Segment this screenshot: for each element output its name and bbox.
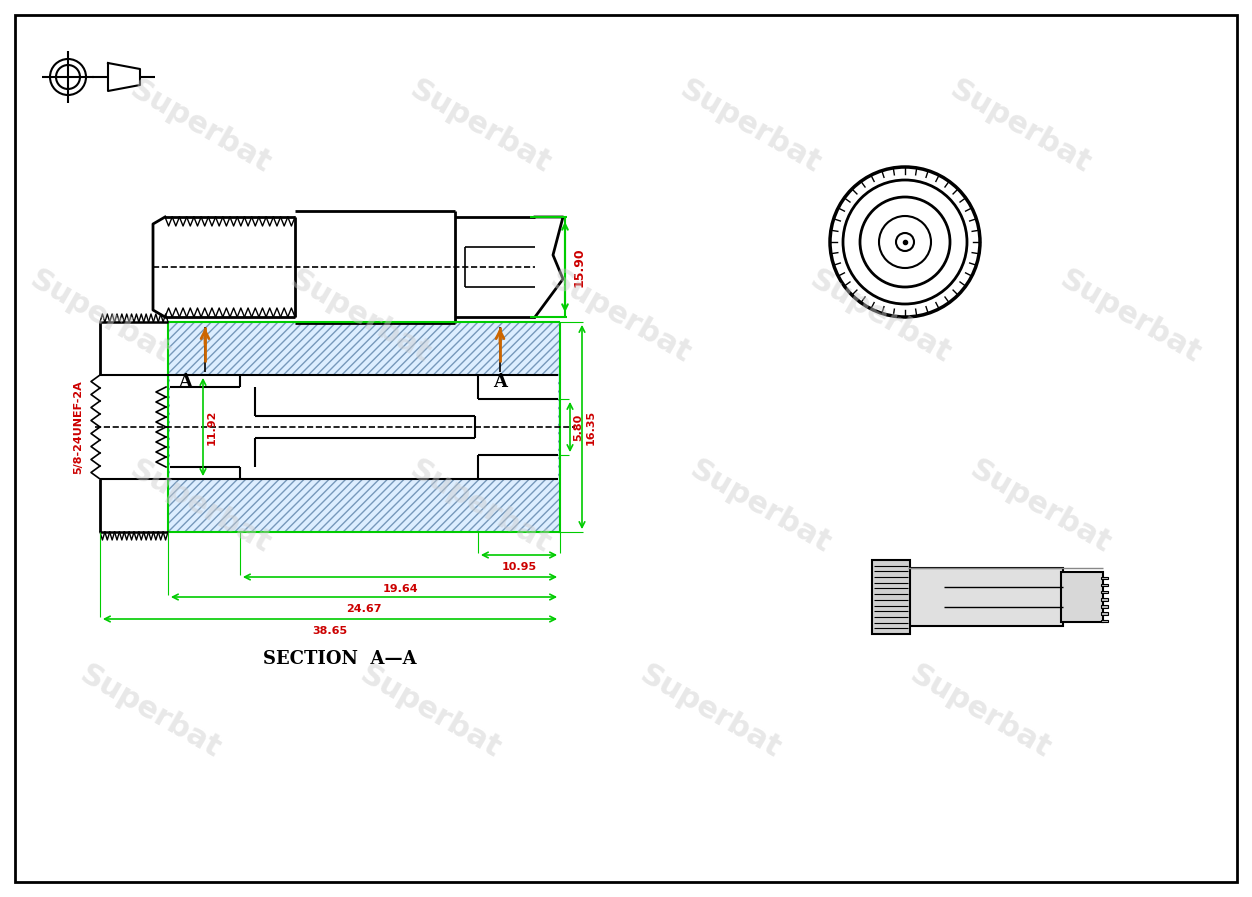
Bar xyxy=(1101,620,1108,622)
Bar xyxy=(170,387,240,467)
Bar xyxy=(168,322,560,532)
Text: Superbat: Superbat xyxy=(545,265,696,369)
Text: SECTION  A—A: SECTION A—A xyxy=(263,650,417,668)
Bar xyxy=(1101,598,1108,601)
Text: Superbat: Superbat xyxy=(124,455,275,559)
Bar xyxy=(871,560,910,634)
Text: Superbat: Superbat xyxy=(354,660,506,764)
Text: Superbat: Superbat xyxy=(24,265,175,369)
Bar xyxy=(170,375,558,479)
Bar xyxy=(908,568,1063,626)
Text: 15.90: 15.90 xyxy=(573,248,586,287)
Text: Superbat: Superbat xyxy=(635,660,785,764)
Bar xyxy=(1060,572,1103,622)
Text: Superbat: Superbat xyxy=(804,265,955,369)
Text: Superbat: Superbat xyxy=(944,75,1096,179)
Text: 10.95: 10.95 xyxy=(502,562,537,572)
Text: Superbat: Superbat xyxy=(124,75,275,179)
Text: 38.65: 38.65 xyxy=(313,626,348,636)
Bar xyxy=(1101,577,1108,579)
Text: Superbat: Superbat xyxy=(685,455,835,559)
Text: Superbat: Superbat xyxy=(1054,265,1206,369)
Text: Superbat: Superbat xyxy=(904,660,1055,764)
Bar xyxy=(1101,584,1108,587)
Bar xyxy=(1101,613,1108,614)
Text: Superbat: Superbat xyxy=(404,455,556,559)
Bar xyxy=(478,399,558,455)
Text: Superbat: Superbat xyxy=(964,455,1116,559)
Text: A: A xyxy=(493,373,507,391)
Text: 16.35: 16.35 xyxy=(586,409,596,445)
Text: Superbat: Superbat xyxy=(284,265,436,369)
Text: A: A xyxy=(178,373,192,391)
Bar xyxy=(255,416,475,438)
Text: 19.64: 19.64 xyxy=(382,584,418,594)
Text: 11.92: 11.92 xyxy=(207,409,217,445)
Text: 5.80: 5.80 xyxy=(573,414,583,440)
Bar xyxy=(1101,591,1108,594)
Text: Superbat: Superbat xyxy=(74,660,225,764)
Text: Superbat: Superbat xyxy=(404,75,556,179)
Text: 5/8-24UNEF-2A: 5/8-24UNEF-2A xyxy=(73,380,83,474)
Bar xyxy=(1101,605,1108,607)
Text: Superbat: Superbat xyxy=(675,75,825,179)
Text: 24.67: 24.67 xyxy=(347,604,382,614)
